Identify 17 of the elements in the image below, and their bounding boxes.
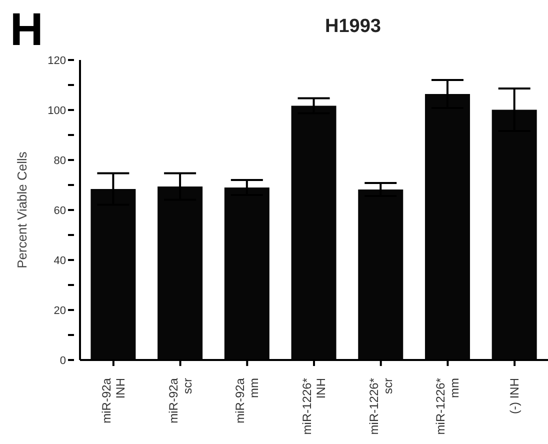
y-tick-label: 120 xyxy=(48,55,66,67)
x-tick-label: miR-1226* scr xyxy=(366,378,395,435)
x-tick-label: miR-1226* mm xyxy=(434,378,462,435)
x-tick-label: miR-1226* INH xyxy=(300,378,328,435)
y-tick-label: 0 xyxy=(60,355,66,367)
chart-title: H1993 xyxy=(324,16,382,38)
text: H xyxy=(10,2,44,56)
x-tick-label: miR-92a scr xyxy=(166,378,194,424)
x-tick-label: miR-92a mm xyxy=(233,378,262,424)
x-tick-label: miR-92a INH xyxy=(99,378,128,424)
y-axis-title: Percent Viable Cells xyxy=(14,151,30,268)
y-tick-label: 80 xyxy=(54,155,66,167)
x-tick-label: (-) INH xyxy=(508,378,522,414)
y-tick-label: 20 xyxy=(54,305,66,317)
y-tick-label: 100 xyxy=(48,105,66,117)
y-tick-label: 60 xyxy=(54,205,66,217)
y-tick-label: 40 xyxy=(54,255,66,267)
